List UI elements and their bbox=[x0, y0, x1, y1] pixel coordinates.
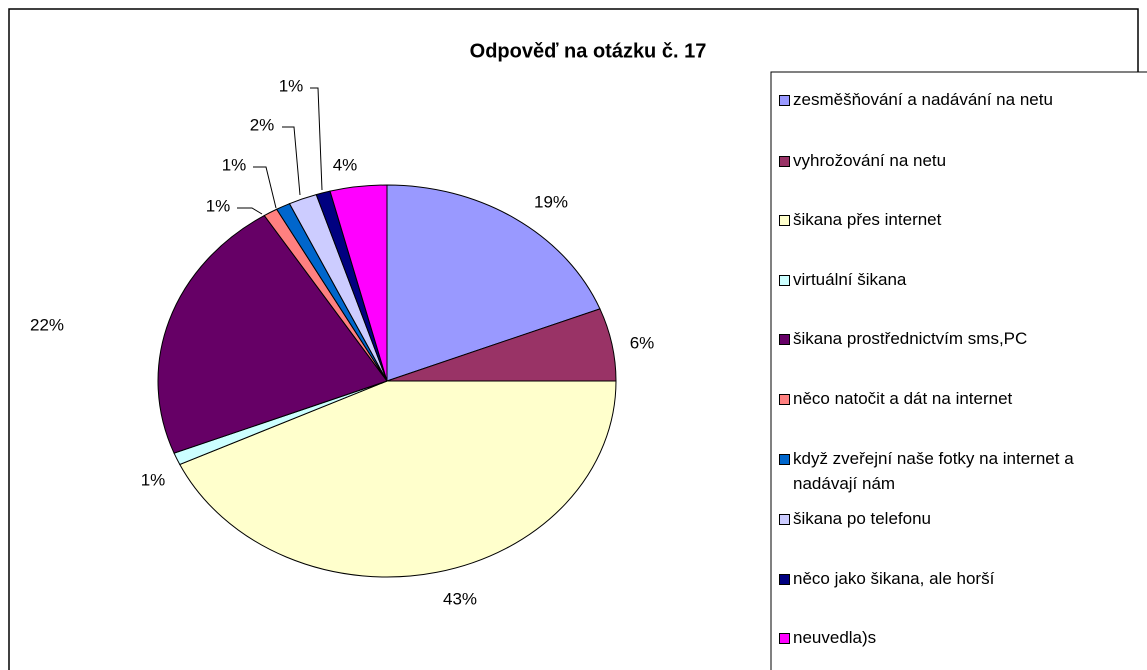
leader-line bbox=[310, 87, 323, 191]
legend-swatch bbox=[779, 454, 790, 465]
chart-title: Odpověď na otázku č. 17 bbox=[470, 40, 707, 62]
leader-line bbox=[282, 126, 301, 196]
data-label: 1% bbox=[141, 470, 166, 489]
legend-label: šikana prostřednictvím sms,PC bbox=[793, 329, 1028, 348]
pie-slice bbox=[157, 214, 388, 454]
legend-swatch bbox=[779, 334, 790, 345]
leader-line bbox=[237, 207, 263, 215]
legend-swatch bbox=[779, 514, 790, 525]
legend-label: zesměšňování a nadávání na netu bbox=[793, 90, 1053, 109]
data-label: 43% bbox=[443, 589, 477, 608]
legend-label: vyhrožování na netu bbox=[793, 151, 947, 170]
data-label: 6% bbox=[630, 333, 655, 352]
legend-label: šikana přes internet bbox=[793, 210, 942, 229]
legend-label: něco jako šikana, ale horší bbox=[793, 569, 995, 588]
legend-label: neuvedla)s bbox=[793, 628, 877, 647]
legend-box bbox=[770, 71, 1147, 670]
leader-line bbox=[253, 166, 277, 209]
data-label: 19% bbox=[534, 192, 568, 211]
legend-swatch bbox=[779, 215, 790, 226]
data-label: 22% bbox=[30, 315, 64, 334]
legend-swatch bbox=[779, 275, 790, 286]
legend-swatch bbox=[779, 394, 790, 405]
data-label: 4% bbox=[333, 155, 358, 174]
pie-slice bbox=[329, 184, 388, 382]
legend-label: šikana po telefonu bbox=[793, 509, 931, 528]
legend-swatch bbox=[779, 574, 790, 585]
data-label: 1% bbox=[206, 196, 231, 215]
pie-slice bbox=[386, 184, 601, 382]
legend-swatch bbox=[779, 95, 790, 106]
legend-swatch bbox=[779, 156, 790, 167]
legend-label: něco natočit a dát na internet bbox=[793, 389, 1013, 408]
legend-swatch bbox=[779, 633, 790, 644]
data-label: 1% bbox=[222, 155, 247, 174]
data-label: 2% bbox=[250, 115, 275, 134]
legend-label: když zveřejní naše fotky na internet a n… bbox=[793, 449, 1074, 493]
data-label: 1% bbox=[279, 76, 304, 95]
pie-slice bbox=[179, 380, 617, 578]
legend-label: virtuální šikana bbox=[793, 270, 907, 289]
